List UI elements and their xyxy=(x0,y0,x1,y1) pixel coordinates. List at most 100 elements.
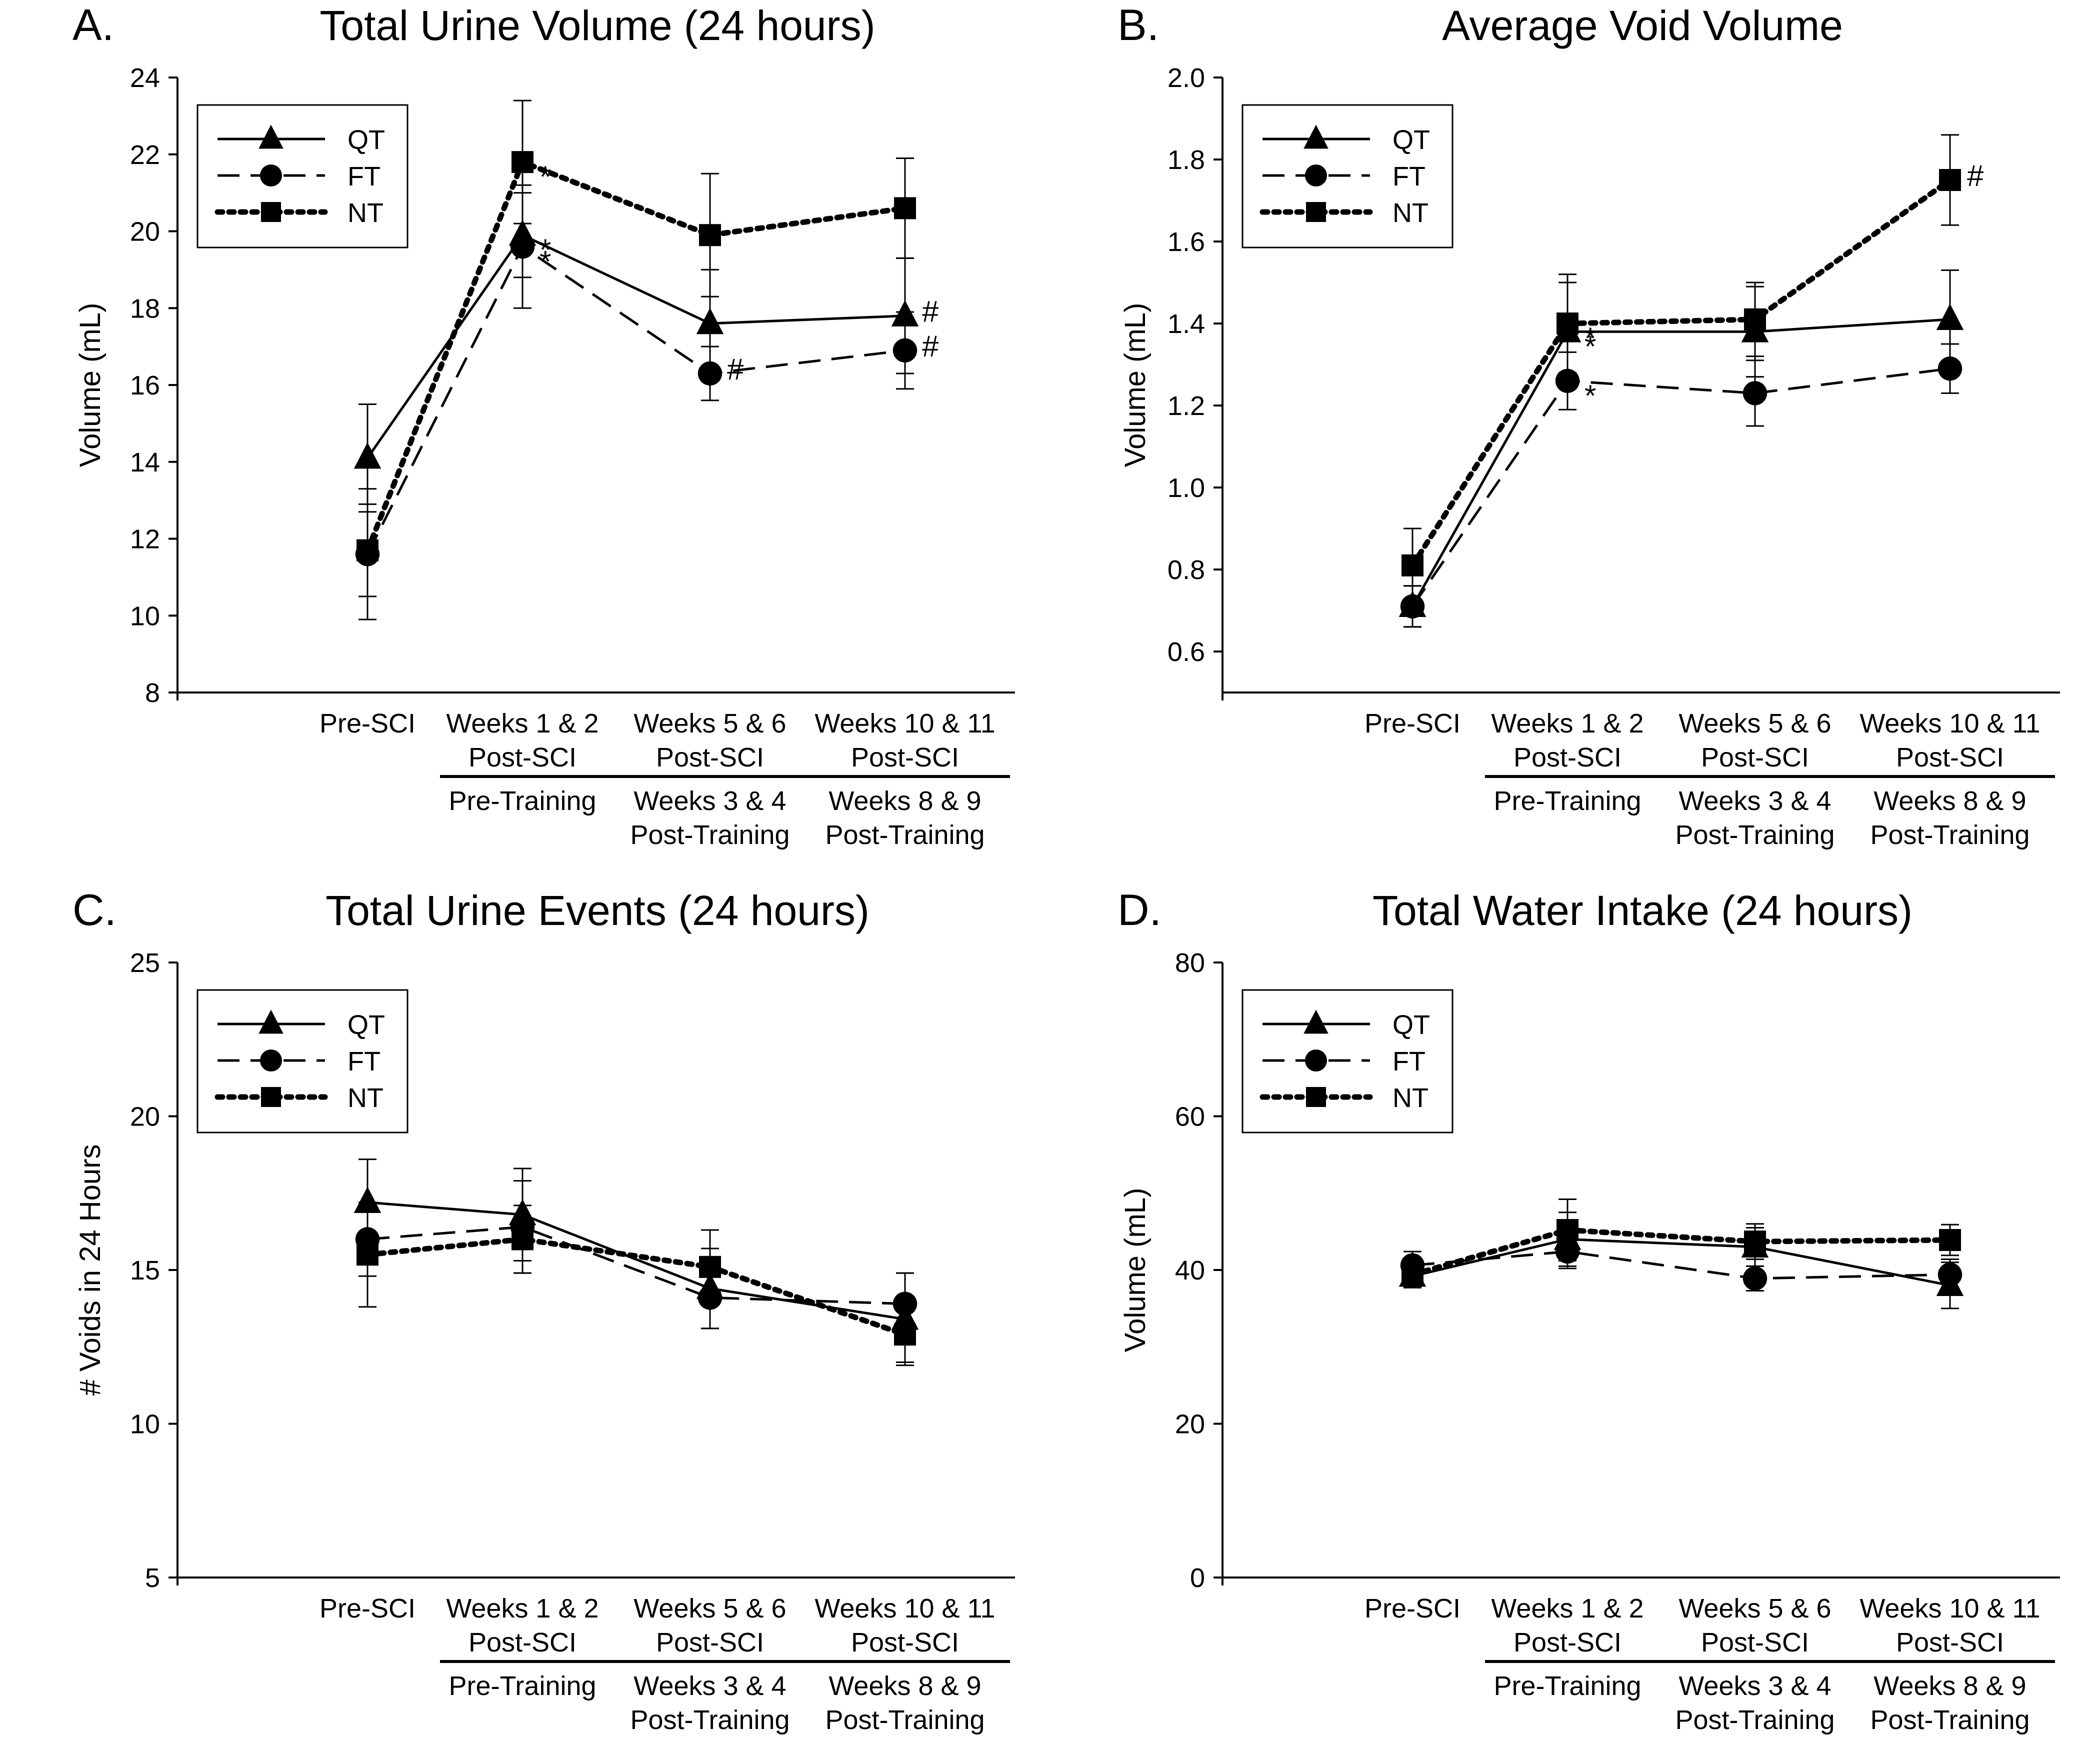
panel-B-FT-point xyxy=(1938,356,1962,381)
panel-A-annotation: * xyxy=(540,160,551,194)
panel-D-y-tick-label: 0 xyxy=(1190,1563,1205,1593)
panel-D-FT-point xyxy=(1742,1266,1768,1291)
panel-C-NT-point xyxy=(356,1244,378,1266)
panel-D-QT-line xyxy=(1412,1238,1950,1287)
panel-D-training-label: Weeks 8 & 9 Post-Training xyxy=(1870,1671,2030,1735)
panel-A-NT-point xyxy=(894,197,916,220)
panel-A-annotation: # xyxy=(922,295,939,328)
panel-A-y-tick-label: 10 xyxy=(130,601,160,631)
panel-A-y-tick-label: 24 xyxy=(130,63,160,93)
panel-D-NT-point xyxy=(1939,1229,1961,1252)
panel-C-category-label: Pre-SCI xyxy=(320,1594,416,1624)
panel-A-y-tick-label: 14 xyxy=(130,448,160,478)
panel-D-FT-point xyxy=(1938,1262,1962,1287)
panel-D-NT-point xyxy=(1556,1219,1578,1242)
panel-B-annotation: # xyxy=(1967,159,1984,192)
panel-B-FT-point xyxy=(1400,594,1425,619)
panel-C-NT-point xyxy=(512,1228,534,1250)
panel-C-NT-point xyxy=(699,1256,721,1278)
panel-C-y-tick-label: 5 xyxy=(145,1563,160,1593)
panel-A-legend: QT FT NT xyxy=(196,104,408,248)
panel-B-NT-point xyxy=(1402,554,1424,576)
panel-A-y-tick-label: 12 xyxy=(130,524,160,554)
panel-D-title: Total Water Intake (24 hours) xyxy=(1372,887,1912,934)
panel-C-training-label: Weeks 8 & 9 Post-Training xyxy=(825,1671,984,1735)
panel-B-annotation: * xyxy=(1584,330,1596,363)
panel-C-legend-NT-label: NT xyxy=(348,1083,384,1113)
panel-D-legend-FT-label: FT xyxy=(1392,1046,1426,1076)
panel-A-NT-line xyxy=(364,158,908,554)
panel-D-y-tick-label: 40 xyxy=(1175,1256,1205,1286)
panel-C-category-label: Weeks 10 & 11 Post-SCI xyxy=(814,1594,995,1658)
panel-B-training-label: Weeks 3 & 4 Post-Training xyxy=(1675,786,1834,850)
panel-A-y-label: Volume (mL) xyxy=(74,303,106,468)
panel-A-annotation: * xyxy=(540,233,551,266)
panel-B-category-label: Pre-SCI xyxy=(1364,708,1460,738)
panel-B-category-label: Weeks 1 & 2 Post-SCI xyxy=(1491,708,1644,772)
panel-B-legend-NT-marker xyxy=(1306,202,1326,222)
panel-A-legend-NT-label: NT xyxy=(348,198,384,228)
panel-B-training-label: Pre-Training xyxy=(1494,786,1641,816)
panel-D-training-label: Pre-Training xyxy=(1494,1671,1641,1701)
panel-B-y-tick-label: 1.0 xyxy=(1168,473,1205,503)
panel-D-FT-point xyxy=(1555,1239,1580,1264)
panel-D-training-label: Weeks 3 & 4 Post-Training xyxy=(1675,1671,1834,1735)
panel-A-FT-line xyxy=(366,244,906,555)
panel-C-y-tick-label: 10 xyxy=(130,1410,160,1440)
panel-A-training-label: Pre-Training xyxy=(448,786,596,816)
panel-C-training-label: Pre-Training xyxy=(448,1671,596,1701)
panel-A-NT-point xyxy=(699,224,721,246)
panel-B-NT-point xyxy=(1744,308,1766,330)
panel-B-legend-QT-label: QT xyxy=(1392,125,1430,155)
panel-B-y-tick-label: 1.2 xyxy=(1168,391,1205,421)
panel-B-y-tick-label: 1.6 xyxy=(1168,227,1205,257)
panel-C-category-label: Weeks 5 & 6 Post-SCI xyxy=(634,1594,786,1658)
panel-A: A. Total Urine Volume (24 hours) 8 10 12 14 16… xyxy=(72,0,1015,850)
panel-B-legend-FT-label: FT xyxy=(1392,162,1426,192)
panel-B-FT-point xyxy=(1555,368,1580,393)
panel-C-title: Total Urine Events (24 hours) xyxy=(326,887,870,934)
panel-D-legend-NT-label: NT xyxy=(1392,1083,1428,1113)
panel-B-y-tick-label: 0.6 xyxy=(1168,637,1205,667)
panel-C-legend-NT-marker xyxy=(261,1087,281,1107)
panel-C-legend-FT-marker xyxy=(260,1050,282,1072)
panel-A-y-tick-label: 20 xyxy=(130,217,160,247)
panel-A-y-tick-label: 22 xyxy=(130,140,160,170)
panel-C-legend: QT FT NT xyxy=(196,989,408,1134)
panel-C-QT-point xyxy=(354,1186,382,1213)
panel-A-NT-point xyxy=(356,539,378,562)
panel-C-QT-point xyxy=(891,1304,919,1330)
panel-A-training-label: Weeks 8 & 9 Post-Training xyxy=(825,786,984,850)
panel-C: C. Total Urine Events (24 hours) 5 10 15 20 25… xyxy=(72,885,1015,1735)
panel-A-QT-point xyxy=(891,300,919,326)
panel-A-annotation: # xyxy=(727,352,744,386)
panel-B-QT-point xyxy=(1936,304,1964,330)
panel-A-legend-FT-label: FT xyxy=(348,162,380,192)
panel-A-legend-QT-label: QT xyxy=(348,125,385,155)
panel-B-NT-point xyxy=(1556,312,1578,334)
panel-C-legend-FT-label: FT xyxy=(348,1046,380,1076)
panel-B-legend: QT FT NT xyxy=(1242,104,1454,248)
panel-A-QT-point xyxy=(354,442,382,469)
panel-C-y-label: # Voids in 24 Hours xyxy=(74,1144,106,1396)
panel-D-FT-line xyxy=(1412,1250,1950,1280)
panel-B-legend-FT-marker xyxy=(1305,164,1327,186)
panel-B-y-tick-label: 0.8 xyxy=(1168,555,1205,585)
panel-B-NT-point xyxy=(1939,169,1961,191)
panel-D-y-tick-label: 60 xyxy=(1175,1102,1205,1132)
panel-B-y-tick-label: 2.0 xyxy=(1168,63,1205,93)
panel-C-y-tick-label: 25 xyxy=(130,948,160,978)
panel-C-NT-point xyxy=(894,1324,916,1346)
panel-A-FT-point xyxy=(510,234,535,259)
panel-D-y-tick-label: 20 xyxy=(1175,1410,1205,1440)
panel-A-annotation: # xyxy=(922,330,939,363)
panel-B-title: Average Void Volume xyxy=(1442,2,1843,49)
panel-D: D. Total Water Intake (24 hours) 0 20 40 60 80… xyxy=(1118,885,2060,1735)
panel-A-legend-QT-marker xyxy=(258,124,284,149)
panel-A-FT-point xyxy=(698,361,722,386)
panel-A-NT-point xyxy=(512,151,534,174)
panel-B-training-label: Weeks 8 & 9 Post-Training xyxy=(1870,786,2030,850)
panel-D-y-tick-label: 80 xyxy=(1175,948,1205,978)
panel-B-legend-QT-marker xyxy=(1304,124,1328,149)
